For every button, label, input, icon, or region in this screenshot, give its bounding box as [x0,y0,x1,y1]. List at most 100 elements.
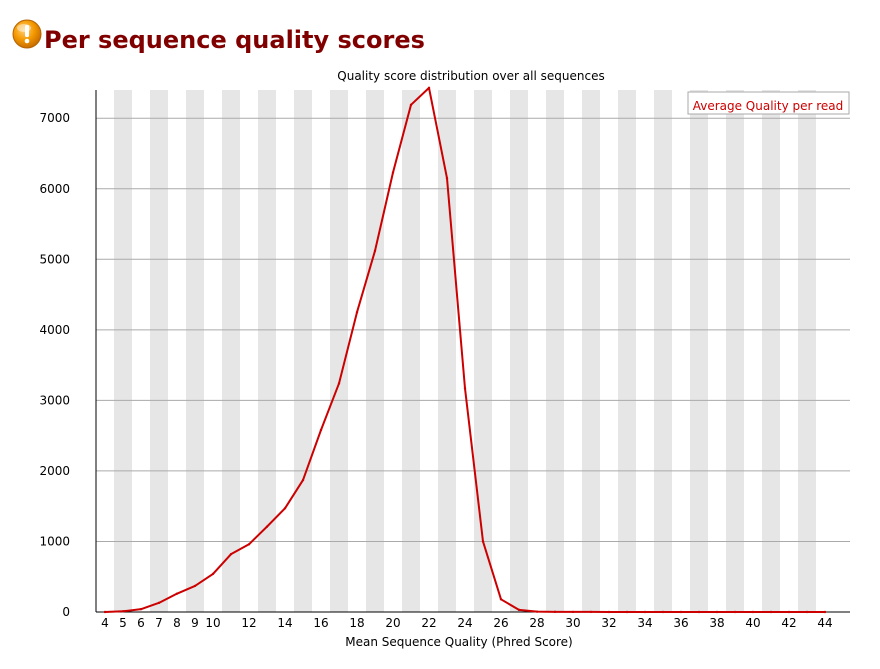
x-tick-label: 34 [637,616,652,630]
x-tick-label: 6 [137,616,145,630]
y-tick-label: 0 [62,605,70,619]
y-tick-label: 4000 [39,323,70,337]
background-band [402,90,420,612]
background-band [654,90,672,612]
data-point [643,610,647,614]
data-point [373,249,377,253]
data-point [355,311,359,314]
background-band [618,90,636,612]
data-point [175,592,179,595]
data-point [391,171,395,174]
page-header: Per sequence quality scores [12,12,425,56]
x-tick-label: 32 [601,616,616,630]
background-band [798,90,816,612]
background-band [546,90,564,612]
x-tick-label: 8 [173,616,181,630]
y-tick-label: 1000 [39,534,70,548]
background-band [726,90,744,612]
legend-entry: Average Quality per read [693,99,844,113]
data-point [625,610,629,614]
x-tick-label: 5 [119,616,127,630]
data-point [571,610,575,614]
x-tick-label: 36 [673,616,688,630]
data-point [715,610,719,614]
chart-title: Quality score distribution over all sequ… [337,69,604,83]
data-point [427,86,431,90]
x-tick-label: 9 [191,616,199,630]
data-point [283,507,287,510]
data-point [193,584,197,588]
legend-box [687,91,850,115]
data-point [733,610,737,614]
data-point [535,610,539,613]
data-point [481,540,485,543]
x-tick-label: 4 [101,616,109,630]
x-tick-label: 18 [349,616,364,630]
data-point [463,387,467,390]
data-point [823,610,827,614]
background-band [294,90,312,612]
data-point [445,176,449,180]
background-band [510,90,528,612]
background-band [366,90,384,612]
data-point [661,610,665,614]
data-point [553,610,557,614]
data-point [769,610,773,614]
data-point [247,543,251,546]
background-band [150,90,168,612]
data-point [679,610,683,614]
y-tick-label: 6000 [39,182,70,196]
data-point [499,598,503,601]
data-point [211,572,215,576]
x-tick-label: 28 [529,616,544,630]
data-point [607,610,611,614]
data-point [517,608,521,612]
x-tick-label: 44 [817,616,832,630]
data-point [409,103,413,107]
data-point [265,525,269,528]
background-band [114,90,132,612]
x-tick-label: 10 [205,616,220,630]
data-point [121,610,125,613]
x-tick-label: 26 [493,616,508,630]
legend: Average Quality per read [687,91,850,115]
x-tick-label: 40 [745,616,760,630]
data-point [787,610,791,614]
x-tick-label: 30 [565,616,580,630]
background-band [690,90,708,612]
data-point [139,607,143,611]
warning-icon [12,19,42,49]
y-tick-label: 7000 [39,111,70,125]
x-tick-label: 7 [155,616,163,630]
x-axis-ticks: 4 5 6 7 8 9 10 12 14 16 18 20 22 24 26 28 30 32 34 36 38 40 42… [101,616,832,630]
data-point [157,601,161,605]
x-tick-label: 20 [385,616,400,630]
x-tick-label: 38 [709,616,724,630]
data-point [103,610,107,614]
data-point [229,552,233,556]
x-tick-label: 12 [241,616,256,630]
data-point [589,610,593,614]
y-tick-label: 2000 [39,464,70,478]
x-tick-label: 24 [457,616,472,630]
background-band [582,90,600,612]
data-point [319,428,323,432]
page-title: Per sequence quality scores [44,26,425,54]
background-band [762,90,780,612]
x-tick-label: 22 [421,616,436,630]
y-axis-ticks: 0 1000 2000 3000 4000 5000 6000 7000 [39,111,70,619]
series-layer [103,86,827,614]
y-tick-label: 3000 [39,393,70,407]
y-tick-label: 5000 [39,252,70,266]
x-tick-label: 14 [277,616,292,630]
background-band [438,90,456,612]
background-band [474,90,492,612]
data-point [805,610,809,614]
data-point [697,610,701,614]
series-line [104,86,825,613]
background-bands [114,90,816,612]
background-band [330,90,348,612]
data-point [337,382,341,385]
data-point [301,478,305,482]
